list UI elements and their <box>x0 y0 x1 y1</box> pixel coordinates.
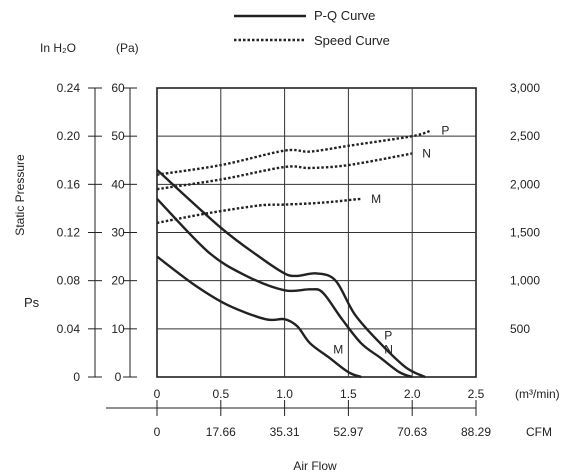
x-unit-m3-label: (m³/min) <box>515 387 560 401</box>
y-tick-label-pa: 30 <box>111 226 125 240</box>
y-axis-title: Static Pressure <box>13 154 27 236</box>
pq-label-m: M <box>333 343 343 357</box>
legend-speed-label: Speed Curve <box>314 33 390 48</box>
y-tick-label-rpm: 2,500 <box>510 129 540 143</box>
x-tick-label-m3: 2.5 <box>468 387 485 401</box>
x-tick-label-cfm: 70.63 <box>397 425 427 439</box>
y-tick-label-pa: 60 <box>111 81 125 95</box>
speed-label-p: P <box>441 123 449 137</box>
unit-pa-label: (Pa) <box>116 41 139 55</box>
pq-curve-m <box>156 255 362 379</box>
x-tick-label-m3: 1.5 <box>340 387 357 401</box>
y-tick-label-rpm: 3,000 <box>510 81 540 95</box>
pq-curve-n <box>156 197 413 379</box>
x-tick-label-m3: 2.0 <box>404 387 421 401</box>
speed-curve-p <box>156 129 432 176</box>
speed-curve-n <box>156 152 413 191</box>
pq-label-p: P <box>384 328 392 342</box>
y-axis-short-label: Ps <box>24 295 40 310</box>
y-tick-label-pa: 20 <box>111 274 125 288</box>
y-tick-label-rpm: 500 <box>510 322 530 336</box>
speed-label-m: M <box>371 192 381 206</box>
x-tick-label-m3: 0.5 <box>212 387 229 401</box>
y-tick-label-rpm: 1,500 <box>510 226 540 240</box>
y-tick-label-inh2o: 0.16 <box>57 177 81 191</box>
pq-label-n: N <box>384 343 393 357</box>
y-tick-label-pa: 40 <box>111 177 125 191</box>
speed-curve-m <box>156 197 362 225</box>
y-tick-label-inh2o: 0.12 <box>57 226 81 240</box>
y-tick-label-rpm: 1,000 <box>510 274 540 288</box>
x-axis-title: Air Flow <box>293 459 337 473</box>
x-tick-label-cfm: 17.66 <box>206 425 236 439</box>
y-tick-label-inh2o: 0.20 <box>57 129 81 143</box>
x-tick-label-m3: 0 <box>154 387 161 401</box>
y-tick-label-rpm: 2,000 <box>510 177 540 191</box>
speed-label-n: N <box>422 147 431 161</box>
x-tick-label-cfm: 0 <box>154 425 161 439</box>
x-unit-cfm-label: CFM <box>526 425 552 439</box>
legend-pq-label: P-Q Curve <box>314 8 375 23</box>
x-tick-label-cfm: 88.29 <box>461 425 491 439</box>
y-tick-label-pa: 50 <box>111 129 125 143</box>
y-tick-label-pa: 10 <box>111 322 125 336</box>
y-tick-label-inh2o: 0.24 <box>57 81 81 95</box>
y-ticks: 0 0 0.04 10 500 0.08 20 1,000 0.12 30 1,500 0.16 40 2… <box>57 81 541 384</box>
y-tick-label-inh2o: 0 <box>73 370 80 384</box>
x-ticks: 0 0 0.5 17.66 1.0 35.31 1.5 52.97 2.0 70.63 2.5 88.… <box>154 387 492 439</box>
unit-inh2o-label: In H₂O <box>40 41 76 55</box>
x-tick-label-m3: 1.0 <box>276 387 293 401</box>
y-tick-label-pa: 0 <box>115 370 122 384</box>
y-tick-label-inh2o: 0.08 <box>57 274 81 288</box>
y-tick-label-inh2o: 0.04 <box>57 322 81 336</box>
x-tick-label-cfm: 52.97 <box>333 425 363 439</box>
x-tick-label-cfm: 35.31 <box>270 425 300 439</box>
pq-curve-p <box>156 169 426 379</box>
